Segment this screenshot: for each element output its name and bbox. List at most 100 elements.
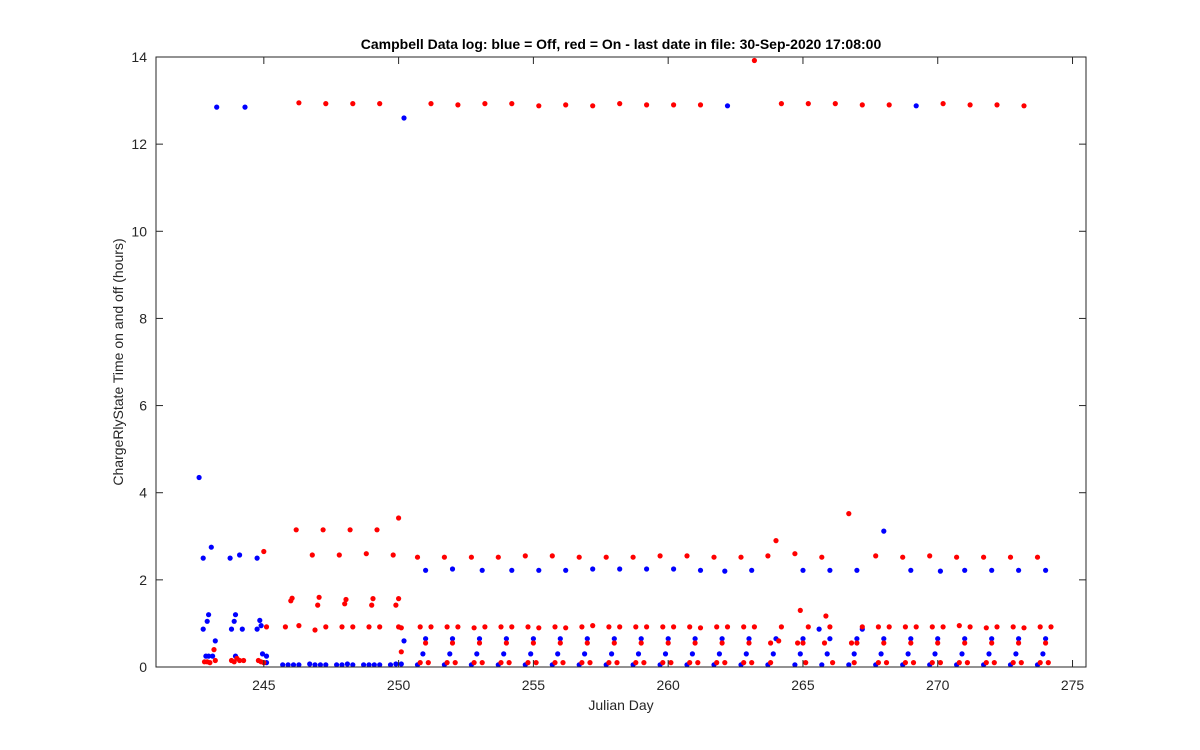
data-point-on bbox=[902, 624, 909, 630]
x-tick-label: 250 bbox=[387, 677, 411, 693]
data-point-on bbox=[989, 640, 995, 646]
data-point-on bbox=[296, 100, 302, 106]
data-point-on bbox=[886, 102, 892, 108]
data-point-on bbox=[851, 660, 857, 666]
data-point-off bbox=[509, 567, 515, 573]
data-point-on bbox=[1021, 625, 1027, 631]
data-point-off bbox=[350, 662, 356, 668]
data-point-off bbox=[307, 661, 313, 667]
data-point-off bbox=[258, 623, 264, 629]
data-point-on bbox=[792, 551, 798, 557]
data-point-on bbox=[821, 640, 828, 646]
data-point-off bbox=[937, 568, 944, 574]
data-point-on bbox=[983, 625, 989, 631]
data-point-on bbox=[823, 613, 829, 619]
data-point-on bbox=[937, 660, 944, 666]
data-point-off bbox=[908, 636, 914, 642]
data-point-off bbox=[989, 636, 995, 642]
data-point-off bbox=[296, 662, 302, 668]
data-point-on bbox=[366, 624, 372, 630]
data-point-off bbox=[377, 662, 383, 668]
data-point-on bbox=[563, 625, 569, 631]
data-point-off bbox=[317, 662, 323, 668]
data-point-on bbox=[644, 624, 650, 630]
data-point-on bbox=[1048, 624, 1054, 630]
data-point-on bbox=[584, 640, 590, 646]
data-point-off bbox=[724, 103, 731, 109]
data-point-on bbox=[991, 660, 997, 666]
data-point-on bbox=[522, 553, 528, 559]
data-point-on bbox=[423, 640, 429, 646]
data-point-off bbox=[420, 651, 426, 657]
data-point-on bbox=[449, 640, 456, 646]
data-point-on bbox=[687, 660, 693, 666]
data-point-on bbox=[479, 660, 485, 666]
data-point-on bbox=[536, 625, 542, 631]
data-point-off bbox=[501, 651, 507, 657]
data-point-off bbox=[200, 555, 206, 561]
data-point-on bbox=[241, 657, 247, 664]
data-points bbox=[196, 57, 1054, 668]
data-point-on bbox=[697, 102, 704, 108]
data-point-off bbox=[200, 626, 206, 632]
data-point-off bbox=[214, 104, 220, 110]
data-point-on bbox=[428, 624, 434, 630]
data-point-on bbox=[563, 102, 569, 108]
data-point-off bbox=[905, 651, 911, 657]
data-point-on bbox=[695, 660, 701, 666]
data-point-off bbox=[449, 566, 456, 572]
data-point-on bbox=[320, 527, 326, 533]
chart-title: Campbell Data log: blue = Off, red = On … bbox=[361, 36, 882, 52]
data-point-off bbox=[932, 651, 938, 657]
data-point-off bbox=[206, 612, 212, 618]
data-point-on bbox=[711, 554, 717, 560]
data-point-off bbox=[401, 638, 407, 644]
data-point-off bbox=[854, 636, 860, 642]
data-point-on bbox=[444, 624, 450, 630]
data-point-on bbox=[883, 660, 890, 666]
data-point-on bbox=[671, 102, 677, 108]
axes-background bbox=[156, 57, 1086, 667]
data-point-off bbox=[962, 636, 968, 642]
data-point-off bbox=[263, 653, 270, 659]
data-point-on bbox=[231, 659, 237, 665]
x-tick-label: 275 bbox=[1061, 677, 1085, 693]
data-point-on bbox=[452, 660, 458, 666]
y-tick-label: 0 bbox=[139, 659, 147, 675]
data-point-on bbox=[964, 660, 971, 666]
data-point-on bbox=[1045, 660, 1051, 666]
data-point-on bbox=[875, 660, 882, 666]
data-point-on bbox=[509, 624, 515, 630]
data-point-off bbox=[204, 618, 210, 624]
data-point-on bbox=[425, 660, 431, 666]
data-point-on bbox=[795, 640, 801, 646]
data-point-off bbox=[423, 636, 429, 642]
data-point-off bbox=[312, 662, 318, 668]
data-point-on bbox=[935, 640, 941, 646]
data-point-on bbox=[282, 624, 288, 630]
data-point-on bbox=[590, 103, 596, 109]
data-point-off bbox=[743, 651, 749, 657]
data-point-on bbox=[902, 660, 909, 666]
data-point-on bbox=[805, 101, 811, 107]
data-point-off bbox=[1013, 651, 1019, 657]
data-point-on bbox=[414, 554, 421, 560]
data-point-on bbox=[347, 527, 353, 533]
data-point-on bbox=[336, 552, 342, 558]
data-point-on bbox=[476, 640, 483, 646]
data-point-on bbox=[962, 640, 968, 646]
data-point-on bbox=[684, 553, 690, 559]
data-point-on bbox=[859, 102, 865, 108]
data-point-off bbox=[206, 653, 212, 659]
data-point-off bbox=[635, 651, 642, 657]
data-point-on bbox=[1007, 554, 1014, 560]
data-point-off bbox=[242, 104, 248, 110]
data-point-on bbox=[590, 623, 596, 629]
data-point-on bbox=[773, 538, 779, 544]
data-point-off bbox=[479, 567, 485, 573]
data-point-off bbox=[447, 651, 453, 657]
data-point-on bbox=[665, 640, 671, 646]
data-point-off bbox=[959, 651, 965, 657]
data-point-off bbox=[259, 651, 266, 657]
y-tick-label: 8 bbox=[139, 310, 147, 326]
